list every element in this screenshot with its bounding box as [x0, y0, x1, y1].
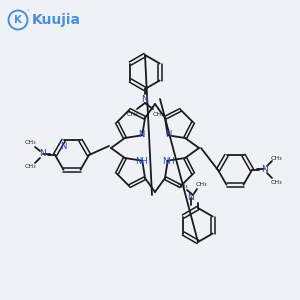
Text: N: N	[261, 164, 267, 173]
Text: N: N	[138, 130, 145, 139]
Text: CH₃: CH₃	[152, 112, 164, 116]
Text: N: N	[165, 130, 172, 139]
Text: N: N	[142, 94, 148, 103]
Text: NH: NH	[135, 157, 148, 166]
Text: K: K	[14, 15, 22, 25]
Text: N: N	[188, 194, 194, 202]
Text: N: N	[40, 149, 46, 158]
Text: °: °	[27, 10, 29, 14]
Text: CH₃: CH₃	[24, 140, 36, 146]
Text: CH₃: CH₃	[176, 184, 188, 190]
Text: Kuujia: Kuujia	[32, 13, 80, 27]
Text: CH₃: CH₃	[24, 164, 36, 169]
Text: CH₃: CH₃	[126, 112, 138, 116]
Text: CH₃: CH₃	[195, 182, 207, 188]
Text: NH: NH	[162, 157, 175, 166]
Text: CH₃: CH₃	[270, 179, 282, 184]
Text: CH₃: CH₃	[270, 155, 282, 160]
Text: N: N	[60, 142, 67, 151]
